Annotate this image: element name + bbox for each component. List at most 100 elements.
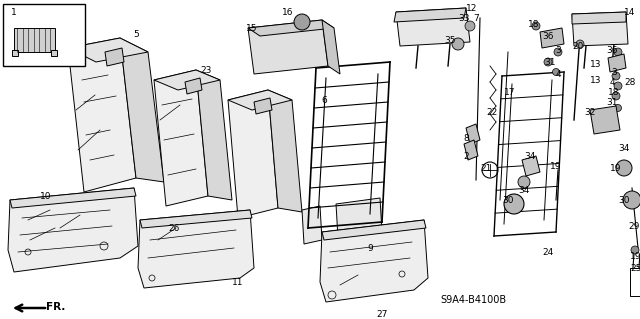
Polygon shape — [322, 20, 340, 74]
Polygon shape — [196, 70, 232, 200]
Polygon shape — [105, 48, 124, 66]
Polygon shape — [540, 28, 564, 48]
Circle shape — [518, 176, 530, 188]
Polygon shape — [464, 140, 478, 160]
Polygon shape — [228, 90, 292, 110]
Polygon shape — [302, 206, 322, 244]
Polygon shape — [394, 8, 466, 22]
Text: 29: 29 — [628, 222, 640, 231]
Polygon shape — [590, 106, 620, 134]
Text: 20: 20 — [572, 42, 584, 51]
Text: 31: 31 — [544, 58, 556, 67]
Text: 25: 25 — [630, 264, 640, 273]
Text: 22: 22 — [486, 108, 498, 117]
Polygon shape — [248, 20, 334, 36]
Circle shape — [614, 48, 622, 56]
Text: 5: 5 — [133, 30, 139, 39]
Text: 11: 11 — [232, 278, 244, 287]
Text: 3: 3 — [611, 68, 617, 77]
Text: 13: 13 — [590, 76, 602, 85]
Text: 34: 34 — [618, 144, 630, 153]
Polygon shape — [466, 124, 480, 144]
Text: 1: 1 — [11, 8, 17, 17]
Text: 21: 21 — [480, 164, 492, 173]
Polygon shape — [522, 156, 540, 176]
Polygon shape — [12, 50, 18, 56]
Text: 18: 18 — [608, 88, 620, 97]
Circle shape — [532, 22, 540, 30]
Circle shape — [623, 191, 640, 209]
Text: 14: 14 — [624, 8, 636, 17]
Text: 8: 8 — [463, 134, 469, 143]
Text: S9A4-B4100B: S9A4-B4100B — [440, 295, 506, 305]
Text: 28: 28 — [624, 78, 636, 87]
Text: 32: 32 — [584, 108, 596, 117]
Polygon shape — [228, 90, 278, 218]
Circle shape — [544, 58, 552, 66]
Polygon shape — [572, 12, 626, 24]
Circle shape — [614, 105, 621, 112]
Circle shape — [504, 194, 524, 214]
Polygon shape — [68, 38, 136, 192]
Polygon shape — [154, 70, 208, 206]
Polygon shape — [120, 38, 164, 182]
Text: 34: 34 — [524, 152, 536, 161]
Text: 35: 35 — [444, 36, 456, 45]
Polygon shape — [268, 90, 302, 212]
Text: 26: 26 — [168, 224, 180, 233]
Circle shape — [552, 69, 559, 76]
Text: 33: 33 — [458, 14, 470, 23]
Circle shape — [465, 21, 475, 31]
Text: 4: 4 — [609, 78, 615, 87]
Text: 13: 13 — [590, 60, 602, 69]
Polygon shape — [8, 188, 138, 272]
Text: 3: 3 — [555, 46, 561, 55]
Polygon shape — [140, 210, 252, 228]
Text: 15: 15 — [246, 24, 258, 33]
Text: FR.: FR. — [46, 302, 65, 312]
Circle shape — [614, 82, 622, 90]
Polygon shape — [608, 54, 626, 72]
Polygon shape — [572, 12, 628, 46]
Polygon shape — [254, 98, 272, 114]
Bar — [630, 268, 640, 296]
Text: 12: 12 — [467, 4, 477, 13]
Text: 17: 17 — [504, 88, 516, 97]
Text: 4: 4 — [555, 70, 561, 79]
Polygon shape — [68, 38, 148, 62]
Text: 36: 36 — [542, 32, 554, 41]
Bar — [3, 4, 85, 66]
Polygon shape — [322, 220, 426, 240]
Circle shape — [612, 92, 620, 100]
Polygon shape — [248, 20, 328, 74]
Text: 19: 19 — [630, 252, 640, 261]
Circle shape — [576, 40, 584, 48]
Polygon shape — [154, 70, 220, 90]
Polygon shape — [14, 28, 55, 52]
Text: 9: 9 — [367, 244, 373, 253]
Text: 36: 36 — [606, 46, 618, 55]
Circle shape — [452, 38, 464, 50]
Polygon shape — [185, 78, 202, 94]
Polygon shape — [336, 198, 382, 238]
Text: 6: 6 — [321, 96, 327, 105]
Text: 7: 7 — [473, 14, 479, 23]
Circle shape — [294, 14, 310, 30]
Text: 30: 30 — [502, 196, 514, 205]
Text: 2: 2 — [463, 152, 469, 161]
Text: 31: 31 — [606, 98, 618, 107]
Text: 18: 18 — [528, 20, 540, 29]
Text: 34: 34 — [518, 186, 530, 195]
Text: 24: 24 — [542, 248, 554, 257]
Text: 30: 30 — [618, 196, 630, 205]
Circle shape — [612, 72, 620, 80]
Circle shape — [631, 246, 639, 254]
Polygon shape — [396, 8, 470, 46]
Polygon shape — [51, 50, 57, 56]
Polygon shape — [10, 188, 136, 208]
Text: 23: 23 — [200, 66, 212, 75]
Circle shape — [616, 160, 632, 176]
Text: 16: 16 — [282, 8, 294, 17]
Text: 19: 19 — [550, 162, 562, 171]
Polygon shape — [138, 210, 254, 288]
